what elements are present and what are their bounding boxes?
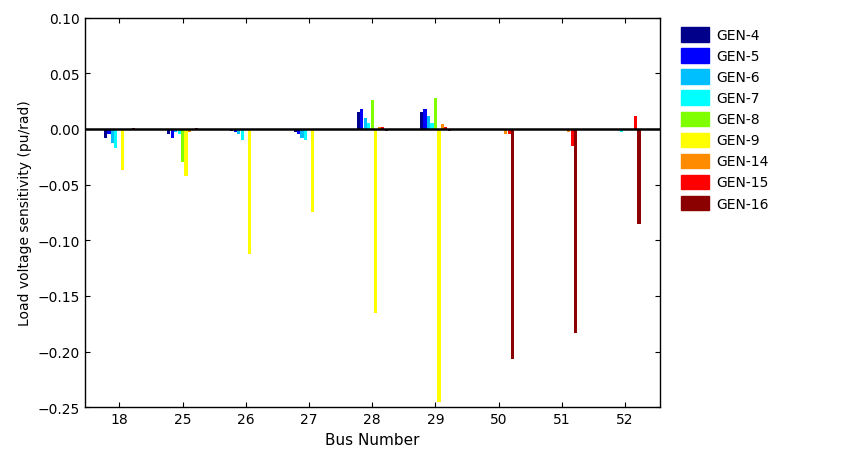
Bar xyxy=(448,130,451,132)
Bar xyxy=(357,113,360,130)
Bar xyxy=(294,130,297,133)
Bar xyxy=(431,124,434,130)
Bar xyxy=(233,130,237,133)
Bar xyxy=(571,130,574,146)
Bar xyxy=(241,130,244,141)
Bar xyxy=(258,130,261,131)
Bar xyxy=(167,130,170,135)
Bar xyxy=(574,130,578,333)
Bar xyxy=(297,130,300,135)
Bar xyxy=(385,130,387,132)
Bar xyxy=(230,130,233,132)
Bar xyxy=(121,130,124,171)
Bar xyxy=(424,110,426,130)
Bar xyxy=(104,130,107,138)
Bar xyxy=(437,130,441,402)
Bar xyxy=(184,130,188,176)
Bar xyxy=(434,99,437,130)
Bar xyxy=(132,129,135,130)
Bar xyxy=(188,130,191,133)
Y-axis label: Load voltage sensitivity (pu/rad): Load voltage sensitivity (pu/rad) xyxy=(18,100,32,325)
Bar xyxy=(248,130,251,254)
Bar xyxy=(174,130,177,133)
Bar xyxy=(420,113,423,130)
Bar xyxy=(374,130,377,313)
Bar xyxy=(304,130,307,141)
Bar xyxy=(321,130,325,131)
Bar xyxy=(504,130,508,135)
Bar xyxy=(444,127,448,130)
Bar xyxy=(367,124,371,130)
Bar xyxy=(111,130,114,144)
Bar xyxy=(300,130,304,138)
Bar xyxy=(114,130,118,149)
Bar xyxy=(381,127,384,130)
Bar xyxy=(371,101,374,130)
Bar xyxy=(441,125,444,130)
Bar xyxy=(195,129,198,130)
Bar xyxy=(360,110,364,130)
Bar xyxy=(637,130,640,224)
X-axis label: Bus Number: Bus Number xyxy=(325,432,420,447)
Bar xyxy=(107,130,111,135)
Bar xyxy=(508,130,511,135)
Bar xyxy=(377,127,381,130)
Legend: GEN-4, GEN-5, GEN-6, GEN-7, GEN-8, GEN-9, GEN-14, GEN-15, GEN-16: GEN-4, GEN-5, GEN-6, GEN-7, GEN-8, GEN-9… xyxy=(678,25,771,214)
Bar xyxy=(310,130,314,213)
Bar xyxy=(568,130,570,133)
Bar xyxy=(171,130,173,138)
Bar xyxy=(364,119,367,130)
Bar xyxy=(178,130,181,135)
Bar xyxy=(427,116,430,130)
Bar xyxy=(620,130,624,133)
Bar xyxy=(237,130,240,135)
Bar xyxy=(511,130,514,360)
Bar xyxy=(634,116,637,130)
Bar xyxy=(181,130,184,163)
